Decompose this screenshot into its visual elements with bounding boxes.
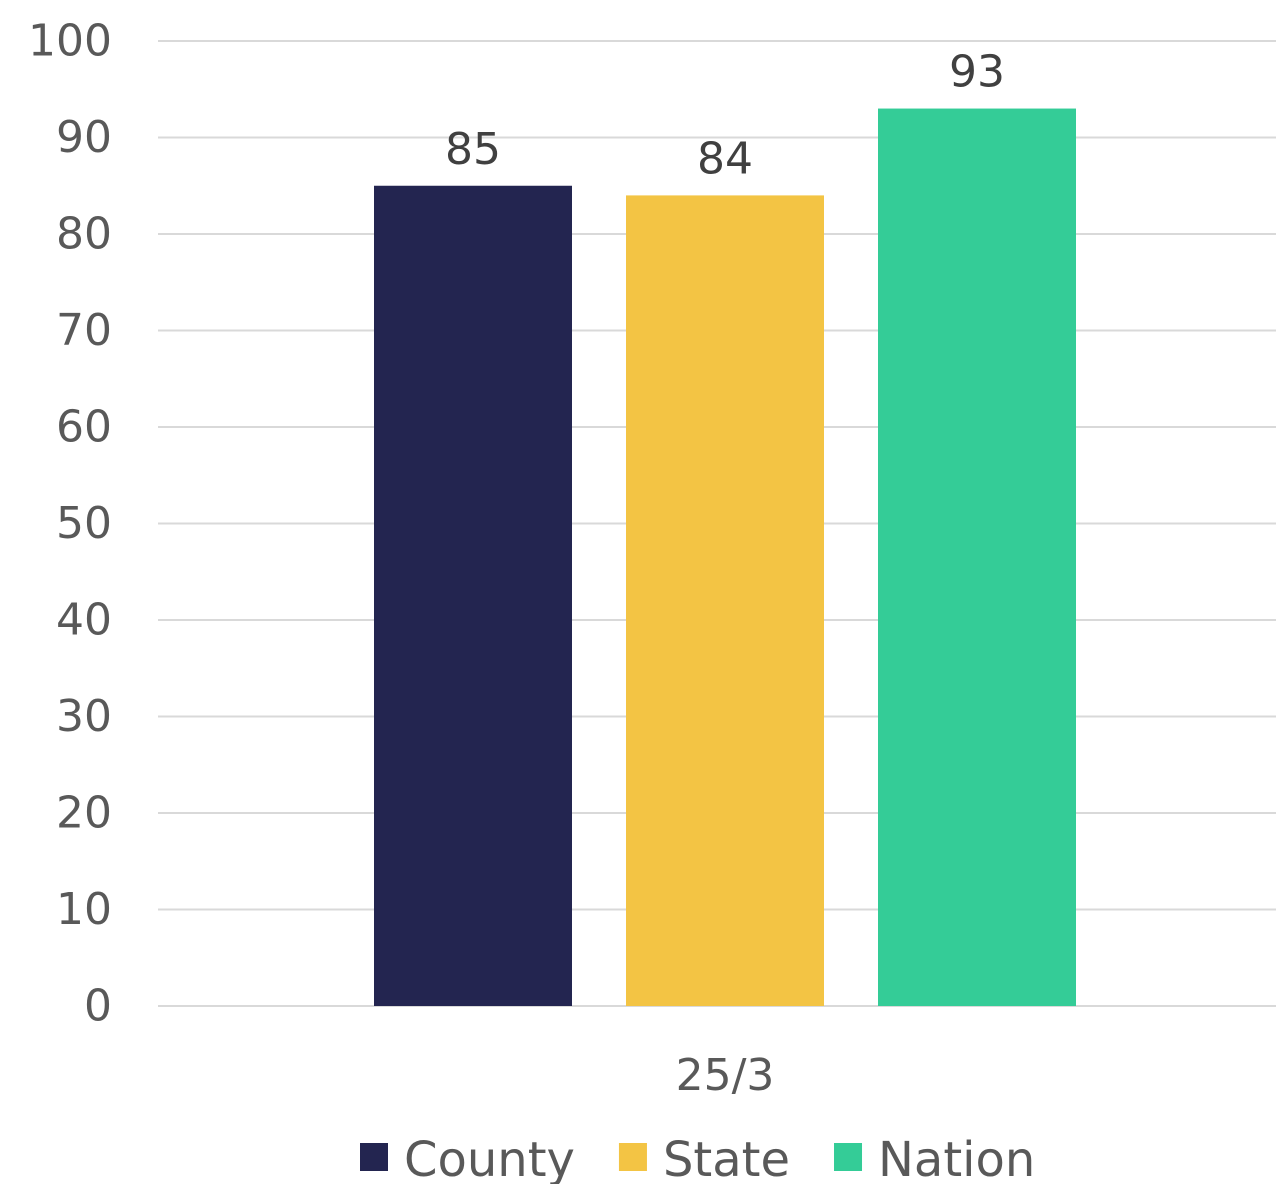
x-axis-category-labels: 25/3 <box>676 1050 775 1101</box>
data-labels: 85 84 93 <box>445 47 1005 185</box>
legend-label-state: State <box>663 1132 790 1184</box>
bar-county <box>374 185 572 1006</box>
legend: County State Nation <box>360 1132 1035 1184</box>
legend-item-county: County <box>360 1132 575 1184</box>
legend-swatch-state <box>618 1143 647 1171</box>
legend-swatch-nation <box>834 1143 863 1171</box>
y-tick-label-20: 20 <box>56 788 112 839</box>
data-label-state: 84 <box>697 133 753 184</box>
y-tick-label-60: 60 <box>56 402 112 453</box>
legend-label-county: County <box>404 1132 575 1184</box>
bar-nation <box>878 108 1076 1007</box>
y-tick-label-70: 70 <box>56 305 112 356</box>
legend-item-nation: Nation <box>834 1132 1035 1184</box>
data-label-county: 85 <box>445 124 501 175</box>
y-tick-label-0: 0 <box>84 981 112 1032</box>
bar-state <box>626 195 824 1006</box>
y-tick-label-10: 10 <box>56 884 112 935</box>
legend-swatch-county <box>360 1143 388 1171</box>
data-label-nation: 93 <box>949 47 1005 98</box>
y-tick-label-90: 90 <box>56 112 112 163</box>
legend-label-nation: Nation <box>878 1132 1035 1184</box>
y-tick-label-30: 30 <box>56 691 112 742</box>
y-axis-tick-labels: 0 10 20 30 40 50 60 70 80 90 100 <box>28 16 112 1032</box>
x-category-label: 25/3 <box>676 1050 775 1101</box>
y-tick-label-50: 50 <box>56 498 112 549</box>
legend-item-state: State <box>618 1132 790 1184</box>
y-tick-label-80: 80 <box>56 209 112 260</box>
y-tick-label-100: 100 <box>28 16 112 67</box>
y-tick-label-40: 40 <box>56 595 112 646</box>
bars <box>374 108 1076 1007</box>
